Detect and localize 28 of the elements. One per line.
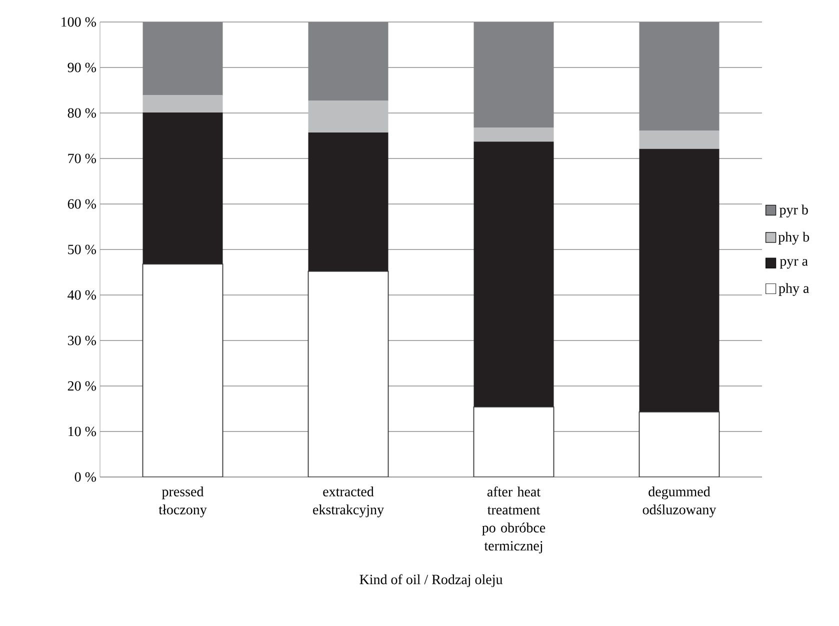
x-tick-label: extracted ekstrakcyjny xyxy=(313,486,384,518)
y-tick-label: 70 % xyxy=(68,154,96,164)
bar xyxy=(142,112,223,264)
bar xyxy=(142,95,223,113)
legend-label: pyr a xyxy=(780,259,808,269)
y-tick-label: 50 % xyxy=(68,244,96,254)
y-tick-label: 80 % xyxy=(68,108,96,118)
x-axis-title: Kind of oil / Rodzaj oleju xyxy=(360,574,503,588)
text: phy a xyxy=(778,283,810,296)
bar xyxy=(474,142,554,407)
bar xyxy=(308,132,388,272)
y-tick-label: 30 % xyxy=(68,336,96,346)
y-tick-label: 90 % xyxy=(68,62,96,72)
bar xyxy=(639,130,720,149)
bar xyxy=(639,148,720,412)
legend-label: pyr b xyxy=(780,204,808,218)
y-tick-label: 10 % xyxy=(68,426,96,436)
y-tick-label: 20 % xyxy=(68,381,96,391)
bar xyxy=(474,128,554,142)
x-tick-label: after heat treatment po obróbce termicznej xyxy=(482,486,546,554)
bar xyxy=(308,100,388,133)
y-tick-label: 60 % xyxy=(68,199,96,209)
x-tick-label: degummed odśluzowany xyxy=(642,486,716,518)
y-tick-label: 100 % xyxy=(62,17,96,27)
x-tick-label: pressed tłoczony xyxy=(158,486,207,518)
legend-label: phy b xyxy=(778,232,810,245)
y-tick-label: 40 % xyxy=(68,290,96,300)
y-tick-label: 0 % xyxy=(74,472,96,482)
